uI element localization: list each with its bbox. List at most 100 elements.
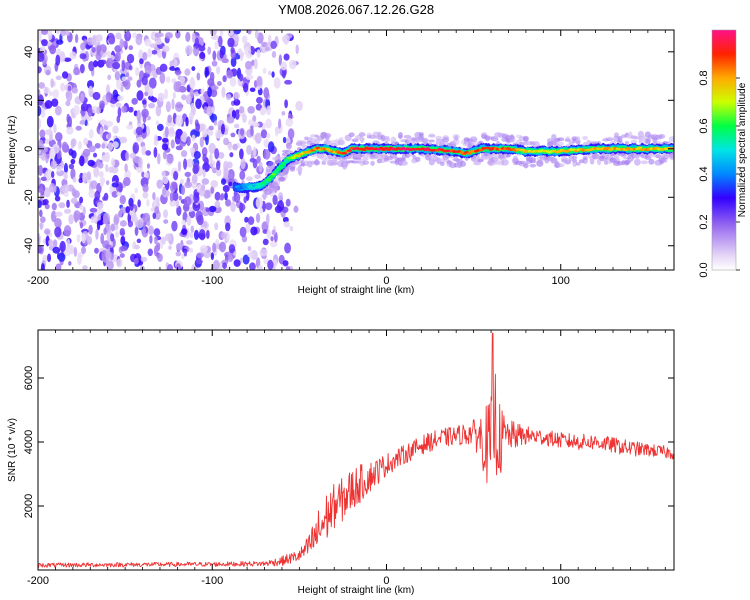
spectrogram-speckle: [265, 118, 272, 129]
y-tick-label: 4000: [23, 430, 35, 454]
spectrogram-speckle: [175, 242, 183, 251]
spectrogram-speckle: [115, 231, 119, 238]
spectrogram-speckle: [105, 120, 114, 128]
spectrogram-speckle: [239, 170, 246, 180]
spectrogram-speckle: [215, 160, 221, 171]
snr-series-line: [38, 332, 674, 568]
spectrogram-speckle: [214, 191, 221, 201]
spectrogram-speckle: [164, 88, 168, 100]
spectrogram-halo: [300, 159, 305, 167]
spectrogram-speckle: [271, 50, 277, 59]
spectrogram-halo: [412, 137, 417, 142]
spectrogram-speckle: [71, 87, 79, 94]
spectrogram-speckle: [80, 93, 85, 103]
spectrogram-speckle: [119, 231, 126, 236]
spectrogram-halo: [557, 141, 564, 147]
spectrogram-speckle: [214, 129, 223, 139]
spectrogram-speckle: [38, 164, 43, 176]
spectrogram-speckle: [138, 49, 144, 60]
spectrogram-speckle: [219, 194, 224, 201]
spectrogram-speckle: [105, 91, 112, 103]
spectrogram-speckle: [144, 91, 149, 97]
spectrogram-speckle: [233, 92, 240, 100]
spectrogram-speckle: [157, 153, 161, 165]
spectrogram-speckle: [156, 123, 164, 132]
spectrogram-speckle: [80, 42, 86, 51]
spectrogram-speckle: [117, 210, 123, 218]
spectrogram-halo: [565, 136, 570, 141]
spectrogram-speckle: [101, 143, 106, 149]
spectrogram-speckle: [90, 180, 98, 190]
spectrogram-speckle: [38, 89, 41, 97]
spectrogram-speckle: [164, 126, 169, 138]
spectrogram-speckle: [52, 89, 59, 99]
spectrogram-speckle: [87, 106, 93, 117]
spectrogram-speckle: [70, 168, 76, 180]
spectrogram-speckle: [102, 196, 107, 201]
spectrogram-speckle: [193, 229, 199, 241]
spectrogram-speckle: [126, 30, 130, 39]
spectrogram-speckle: [150, 96, 158, 103]
spectrogram-speckle: [185, 45, 193, 56]
spectrogram-speckle: [38, 51, 45, 62]
spectrogram-speckle: [41, 39, 48, 47]
spectrogram-speckle: [147, 48, 153, 58]
spectrogram-speckle: [161, 143, 169, 151]
spectrogram-speckle: [173, 58, 178, 69]
spectrogram-speckle: [87, 159, 95, 167]
spectrogram-halo: [638, 135, 644, 141]
spectrogram-speckle: [149, 43, 157, 48]
spectrogram-halo: [321, 160, 327, 166]
spectrogram-speckle: [56, 165, 62, 172]
spectrogram-speckle: [157, 52, 163, 59]
spectrogram-speckle: [254, 174, 262, 180]
spectrogram-speckle: [120, 245, 128, 252]
spectrogram-speckle: [247, 105, 255, 114]
spectrogram-speckle: [116, 191, 123, 197]
x-tick-label: 100: [552, 275, 570, 287]
spectrogram-halo: [523, 162, 529, 168]
spectrogram-speckle: [189, 247, 194, 253]
spectrogram-speckle: [208, 205, 217, 213]
spectrogram-speckle: [173, 170, 179, 181]
spectrogram-speckle: [228, 181, 233, 187]
spectrogram-speckle: [119, 253, 125, 258]
spectrogram-speckle: [175, 263, 182, 270]
spectrogram-speckle: [151, 49, 158, 55]
spectrogram-speckle: [277, 192, 284, 201]
spectrogram-halo: [454, 135, 459, 142]
spectrogram-speckle: [142, 212, 151, 223]
spectrogram-speckle: [153, 134, 158, 143]
spectrogram-speckle: [127, 76, 133, 81]
spectrogram-speckle: [94, 190, 101, 201]
spectrogram-ridge-cell: [266, 178, 272, 182]
spectrogram-speckle: [59, 51, 66, 63]
colorbar-frame: [711, 29, 737, 271]
spectrogram-speckle: [273, 77, 281, 89]
spectrogram-speckle: [105, 164, 109, 173]
spectrogram-speckle: [144, 65, 152, 75]
spectrogram-speckle: [142, 183, 149, 193]
spectrogram-speckle: [165, 101, 172, 113]
spectrogram-speckle: [125, 72, 130, 78]
spectrogram-speckle: [104, 244, 112, 250]
spectrogram-speckle: [260, 129, 268, 139]
spectrogram-halo: [669, 153, 674, 161]
spectrogram-speckle: [223, 137, 230, 146]
spectrogram-speckle: [238, 105, 245, 114]
spectrogram-halo: [428, 139, 435, 143]
spectrogram-halo: [428, 158, 435, 166]
spectrogram-halo: [442, 137, 450, 143]
spectrogram-speckle: [164, 233, 172, 242]
spectrogram-halo: [415, 156, 421, 162]
spectrogram-speckle: [198, 200, 204, 211]
y-tick-label: -40: [23, 238, 35, 254]
spectrogram-speckle: [161, 236, 167, 245]
x-tick-label: -200: [27, 275, 49, 287]
spectrogram-speckle: [121, 60, 126, 72]
spectrogram-speckle: [256, 96, 263, 104]
spectrogram-speckle: [88, 128, 94, 139]
spectrogram-speckle: [237, 48, 243, 56]
spectrogram-speckle: [86, 171, 92, 181]
spectrogram-halo: [634, 158, 641, 166]
